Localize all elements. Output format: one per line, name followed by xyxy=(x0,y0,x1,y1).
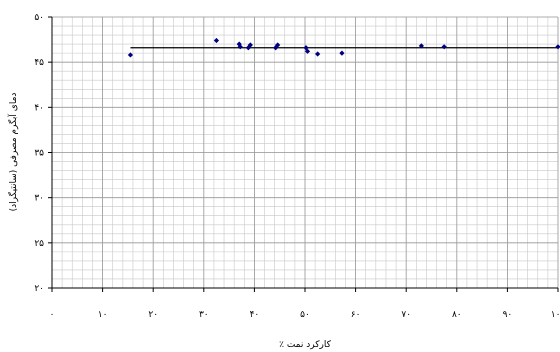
data-point xyxy=(236,41,242,47)
x-tick-label: ۱۰۰ xyxy=(551,310,560,320)
data-point xyxy=(213,37,220,44)
y-tick-label: ۳۵ xyxy=(34,149,44,159)
data-point xyxy=(339,50,345,56)
series-layer xyxy=(127,37,560,58)
data-point xyxy=(315,51,321,57)
x-tick-label: ۵۰ xyxy=(300,310,310,320)
x-tick-label: ۱۰ xyxy=(98,310,108,320)
data-point xyxy=(555,44,560,50)
data-point xyxy=(127,52,134,58)
data-point xyxy=(418,43,424,49)
x-tick-label: ۲۰ xyxy=(148,310,158,320)
x-axis-title: کارکرد نمت ٪ xyxy=(279,340,331,350)
x-tick-label: ۳۰ xyxy=(199,310,209,320)
data-point xyxy=(237,44,243,50)
x-tick-label: ۹۰ xyxy=(503,310,513,320)
y-tick-label: ۲۵ xyxy=(34,239,44,249)
x-tick-label: ۷۰ xyxy=(401,310,411,320)
x-tick-label: ۶۰ xyxy=(351,310,361,320)
data-point xyxy=(275,42,281,48)
y-tick-label: ۴۰ xyxy=(34,103,44,113)
y-tick-label: ۳۰ xyxy=(34,194,44,204)
grid xyxy=(51,16,559,289)
data-point xyxy=(273,45,279,51)
data-point xyxy=(304,48,311,54)
data-point xyxy=(303,45,309,51)
data-point xyxy=(247,42,253,48)
x-tick-label: ۰ xyxy=(50,310,55,320)
y-tick-label: ۴۵ xyxy=(34,58,44,68)
axes xyxy=(48,16,559,292)
y-axis-title: دمای آبگرم مصرفی (سانتیگراد) xyxy=(7,93,19,212)
data-point xyxy=(441,44,447,50)
x-tick-labels: ۰ ۱۰ ۲۰ ۳۰ ۴۰ ۵۰ ۶۰ ۷۰ ۸۰ ۹۰ ۱۰۰ xyxy=(50,310,560,320)
y-tick-label: ۵۰ xyxy=(34,13,44,23)
y-tick-label: ۲۰ xyxy=(34,284,44,294)
y-tick-labels: ۲۰ ۲۵ ۳۰ ۳۵ ۴۰ ۴۵ ۵۰ xyxy=(34,13,44,294)
x-tick-label: ۸۰ xyxy=(452,310,462,320)
x-tick-label: ۴۰ xyxy=(250,310,260,320)
